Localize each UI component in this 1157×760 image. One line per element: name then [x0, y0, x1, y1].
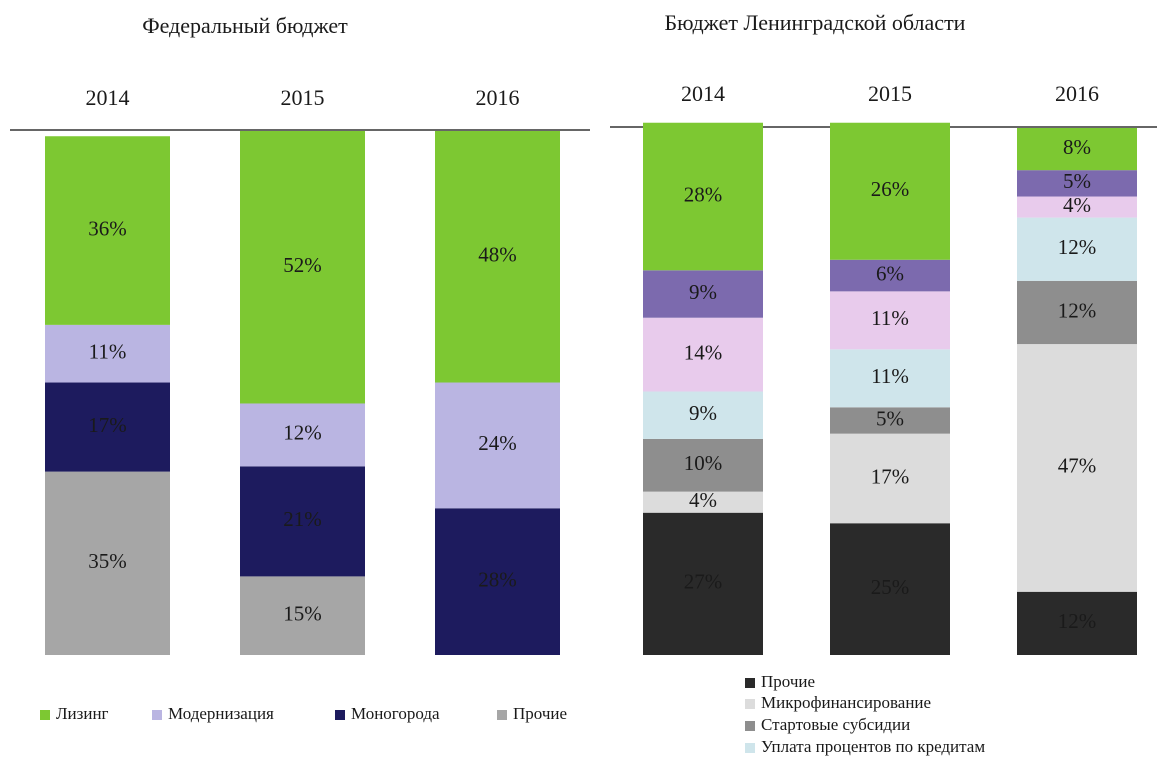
legend-swatch	[745, 721, 755, 731]
legend-label: Лизинг	[56, 704, 109, 723]
bar-segment	[240, 576, 365, 655]
bar-segment	[240, 131, 365, 404]
value-label: 11%	[89, 340, 127, 364]
value-label: 48%	[478, 243, 517, 267]
bar-segment	[435, 131, 560, 383]
value-label: 12%	[283, 421, 322, 445]
bar-segment	[435, 508, 560, 655]
legend-label: Прочие	[513, 704, 567, 723]
value-label: 12%	[1058, 235, 1097, 259]
value-label: 11%	[871, 364, 909, 388]
bar-segment	[643, 270, 763, 318]
value-label: 4%	[1063, 193, 1091, 217]
legend-label: Модернизация	[168, 704, 274, 723]
bar-segment	[1017, 344, 1137, 592]
value-label: 15%	[283, 602, 322, 626]
value-label: 12%	[1058, 609, 1097, 633]
value-label: 36%	[88, 216, 127, 240]
bar-segment	[643, 391, 763, 439]
legend-swatch	[335, 710, 345, 720]
bar-segment	[643, 438, 763, 492]
legend-swatch	[40, 710, 50, 720]
category-label: 2016	[1055, 81, 1099, 106]
value-label: 35%	[88, 549, 127, 573]
bar-segment	[643, 122, 763, 271]
value-label: 28%	[478, 567, 517, 591]
value-label: 25%	[871, 575, 910, 599]
legend-swatch	[745, 678, 755, 688]
bar-segment	[830, 433, 950, 524]
value-label: 26%	[871, 177, 910, 201]
value-label: 10%	[684, 451, 723, 475]
bar-segment	[1017, 170, 1137, 197]
bar-segment	[830, 407, 950, 434]
bar-segment	[435, 382, 560, 509]
bar-segment	[1017, 217, 1137, 281]
chart-title: Федеральный бюджет	[142, 13, 348, 38]
value-label: 17%	[88, 413, 127, 437]
bar-segment	[1017, 196, 1137, 218]
value-label: 8%	[1063, 135, 1091, 159]
legend-swatch	[152, 710, 162, 720]
value-label: 12%	[1058, 298, 1097, 322]
bar-segment	[643, 512, 763, 655]
value-label: 9%	[689, 401, 717, 425]
category-label: 2015	[281, 85, 325, 110]
value-label: 27%	[684, 570, 723, 594]
bar-segment	[1017, 128, 1137, 171]
legend-swatch	[745, 699, 755, 709]
value-label: 14%	[684, 340, 723, 364]
category-label: 2014	[86, 85, 130, 110]
bar-segment	[643, 317, 763, 392]
value-label: 5%	[876, 406, 904, 430]
bar-segment	[643, 491, 763, 513]
value-label: 4%	[689, 488, 717, 512]
value-label: 11%	[871, 306, 909, 330]
bar-segment	[830, 122, 950, 260]
bar-segment	[45, 471, 170, 655]
category-label: 2016	[476, 85, 520, 110]
bar-segment	[830, 523, 950, 655]
value-label: 24%	[478, 431, 517, 455]
legend-label: Стартовые субсидии	[761, 715, 910, 734]
value-label: 6%	[876, 261, 904, 285]
legend-swatch	[497, 710, 507, 720]
value-label: 28%	[684, 182, 723, 206]
value-label: 52%	[283, 253, 322, 277]
bar-segment	[830, 291, 950, 350]
value-label: 21%	[283, 507, 322, 531]
bar-segment	[830, 349, 950, 408]
bar-segment	[45, 382, 170, 472]
value-label: 9%	[689, 280, 717, 304]
value-label: 47%	[1058, 454, 1097, 478]
bar-segment	[45, 136, 170, 325]
bar-segment	[240, 466, 365, 577]
category-label: 2014	[681, 81, 725, 106]
legend-label: Прочие	[761, 672, 815, 691]
bar-segment	[830, 259, 950, 292]
legend-label: Уплата процентов по кредитам	[761, 737, 985, 756]
legend-swatch	[745, 743, 755, 753]
legend-label: Микрофинансирование	[761, 693, 931, 712]
chart-title: Бюджет Ленинградской области	[665, 10, 966, 35]
category-label: 2015	[868, 81, 912, 106]
bar-segment	[1017, 591, 1137, 655]
bar-segment	[1017, 280, 1137, 345]
bar-segment	[45, 324, 170, 383]
value-label: 5%	[1063, 169, 1091, 193]
legend-label: Моногорода	[351, 704, 440, 723]
bar-segment	[240, 403, 365, 467]
value-label: 17%	[871, 464, 910, 488]
